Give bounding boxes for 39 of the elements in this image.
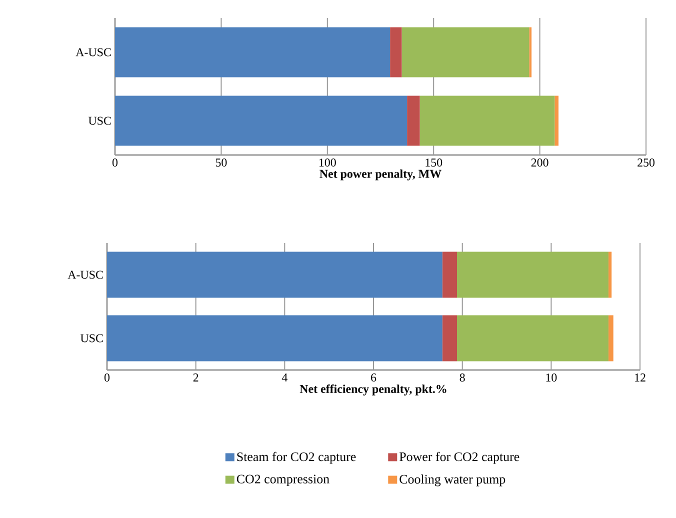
y-tick-label: A-USC [76,48,111,56]
x-tick-label: 4 [282,374,288,382]
bar [115,27,390,78]
legend-label: Steam for CO2 capture [237,452,356,464]
x-axis-title: Net power penalty, MW [320,169,442,180]
x-tick-label: 0 [104,374,110,382]
y-tick-label: USC [88,116,111,125]
y-tick-label: A-USC [68,270,103,279]
legend-label: Power for CO2 capture [400,452,520,464]
bar [608,252,612,298]
y-tick-label: USC [80,334,103,342]
bar [407,96,420,146]
bar [457,315,608,362]
x-tick-label: 8 [460,374,465,382]
bar [390,27,402,78]
x-tick-label: 200 [531,158,548,167]
x-tick-label: 0 [112,158,118,167]
bar [107,315,442,362]
bar [442,315,458,362]
bar [442,252,458,298]
x-tick-label: 100 [319,158,336,167]
bar [420,96,555,146]
bar [529,27,532,78]
x-tick-label: 50 [216,158,227,167]
bar [608,315,614,362]
x-tick-label: 250 [638,158,655,167]
bar [457,252,608,298]
x-tick-label: 12 [635,374,646,382]
legend-label: CO2 compression [236,474,330,486]
x-axis-title: Net efficiency penalty, pkt.% [300,384,446,396]
x-tick-label: 10 [546,374,557,382]
x-tick-label: 150 [426,158,442,167]
legend-label: Cooling water pump [400,474,506,486]
bar [402,27,530,78]
x-tick-label: 2 [193,374,198,382]
x-tick-label: 6 [371,374,376,382]
bar [115,96,408,146]
bar [554,96,558,146]
bar [107,252,442,298]
